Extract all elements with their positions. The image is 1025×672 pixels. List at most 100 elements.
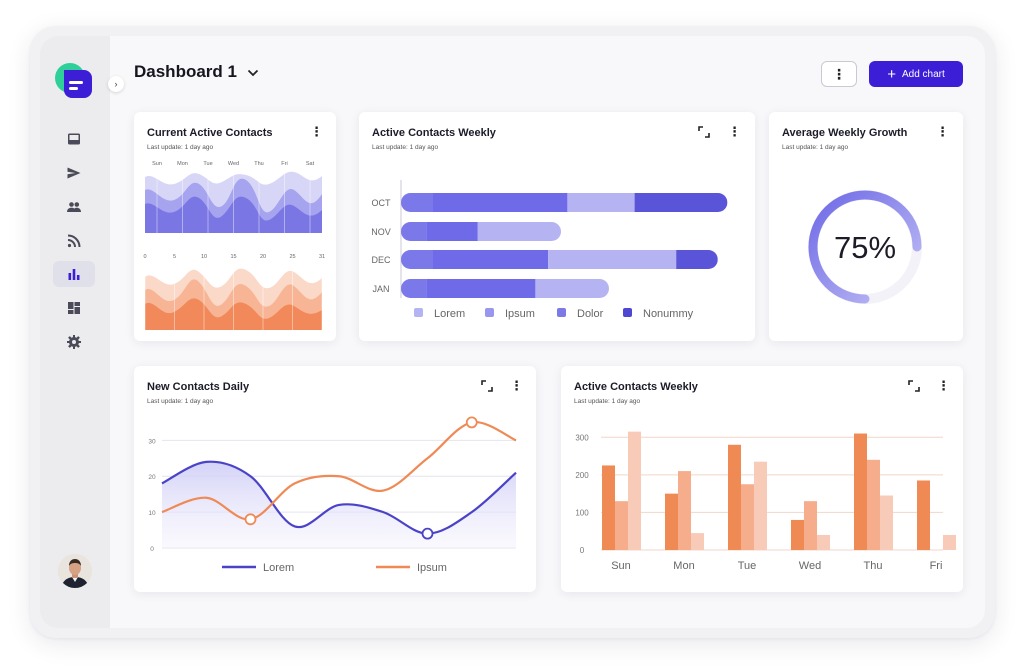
sidebar-item-dashboards[interactable] xyxy=(53,295,95,321)
bar-segment xyxy=(676,250,718,269)
axis-tick-label: Sun xyxy=(152,161,162,167)
bar-segment xyxy=(401,222,427,241)
card-title: Current Active Contacts xyxy=(147,127,273,139)
data-point-marker[interactable] xyxy=(244,513,257,526)
line-chart: 0 10 20 30 Lorem Ipsum xyxy=(148,416,517,574)
more-options-button[interactable]: ⋮ xyxy=(821,61,857,87)
axis-tick-label: Wed xyxy=(228,161,239,167)
column-bar xyxy=(867,459,880,550)
card-title: New Contacts Daily xyxy=(147,381,250,393)
x-tick-label: Sun xyxy=(611,560,631,572)
bar-segment xyxy=(548,250,677,269)
gear-icon xyxy=(67,335,81,349)
legend-swatch xyxy=(485,308,494,317)
sidebar-item-send[interactable] xyxy=(53,160,95,186)
card-new-contacts-daily: New Contacts Daily Last update: 1 day ag… xyxy=(134,366,536,592)
bar-segment xyxy=(567,193,635,212)
axis-tick-label: 20 xyxy=(260,254,266,260)
sidebar-item-analytics[interactable] xyxy=(53,261,95,287)
gauge-value: 75% xyxy=(834,230,896,265)
send-icon xyxy=(67,167,81,179)
card-subtitle: Last update: 1 day ago xyxy=(782,144,849,151)
y-tick-label: 0 xyxy=(150,546,154,553)
card-menu-button[interactable]: ⋮ xyxy=(937,378,950,393)
stacked-bar-chart: OCT NOV DEC JAN Lorem Ipsum Dolor Nonummy xyxy=(371,180,728,320)
x-tick-label: Fri xyxy=(930,560,943,572)
expand-icon[interactable] xyxy=(481,380,493,392)
column-bar xyxy=(880,495,893,550)
bar-segment xyxy=(426,222,478,241)
bar-segment xyxy=(477,222,561,241)
legend-label: Dolor xyxy=(577,308,604,320)
legend-swatch xyxy=(557,308,566,317)
column-bar xyxy=(917,480,930,550)
dashboard-icon xyxy=(68,302,80,314)
sidebar-item-inbox[interactable] xyxy=(53,126,95,152)
main-content: Dashboard 1 ⋮ + Add chart Current Active… xyxy=(110,36,985,628)
gauge-progress-arc xyxy=(808,190,922,304)
card-active-contacts-weekly-bars: Active Contacts Weekly Last update: 1 da… xyxy=(359,112,755,341)
bar-segment xyxy=(401,250,433,269)
category-label: OCT xyxy=(372,198,392,208)
column-bar xyxy=(602,465,615,550)
expand-icon[interactable] xyxy=(908,380,920,392)
sidebar-item-people[interactable] xyxy=(53,194,95,220)
card-menu-button[interactable]: ⋮ xyxy=(510,378,523,393)
sidebar-item-feeds[interactable] xyxy=(53,228,95,254)
column-bar xyxy=(728,444,741,550)
legend-label: Lorem xyxy=(263,562,294,574)
app-window: › xyxy=(30,26,995,638)
column-bar xyxy=(615,501,628,550)
bar-chart-icon xyxy=(68,269,80,280)
x-tick-label: Thu xyxy=(864,560,883,572)
x-tick-label: Mon xyxy=(673,560,694,572)
y-tick-label: 300 xyxy=(575,433,589,442)
axis-tick-label: 25 xyxy=(289,254,295,260)
column-bar xyxy=(817,534,830,550)
axis-tick-label: Tue xyxy=(203,161,212,167)
column-bar xyxy=(754,461,767,550)
user-avatar[interactable] xyxy=(58,554,92,588)
people-icon xyxy=(67,202,81,212)
plus-icon: + xyxy=(887,65,896,83)
column-bar xyxy=(804,501,817,550)
column-bar xyxy=(943,534,956,550)
x-tick-label: Tue xyxy=(738,560,757,572)
card-title: Average Weekly Growth xyxy=(782,127,908,139)
dashboard-selector[interactable]: Dashboard 1 xyxy=(134,62,259,82)
sidebar-item-settings[interactable] xyxy=(53,329,95,355)
legend-label: Lorem xyxy=(434,308,465,320)
y-tick-label: 100 xyxy=(575,508,589,517)
bar-segment xyxy=(401,279,427,298)
page-title: Dashboard 1 xyxy=(134,62,237,81)
card-menu-button[interactable]: ⋮ xyxy=(310,124,323,139)
column-bar xyxy=(628,431,641,550)
legend-label: Ipsum xyxy=(505,308,535,320)
column-bar xyxy=(678,471,691,550)
growth-gauge: 75% xyxy=(808,190,922,304)
bar-segment xyxy=(401,193,433,212)
axis-tick-label: 31 xyxy=(319,254,325,260)
legend-swatch xyxy=(623,308,632,317)
app-logo[interactable] xyxy=(54,62,94,104)
column-bar xyxy=(791,519,804,550)
bar-segment xyxy=(433,193,568,212)
legend-label: Ipsum xyxy=(417,562,447,574)
grouped-column-chart: 0 100 200 300 Sun Mon Tue Wed Thu Fri xyxy=(575,431,956,572)
y-tick-label: 200 xyxy=(575,471,589,480)
series-line xyxy=(161,460,517,535)
y-tick-label: 0 xyxy=(580,546,585,555)
axis-tick-label: Mon xyxy=(177,161,188,167)
card-menu-button[interactable]: ⋮ xyxy=(936,124,949,139)
rss-icon xyxy=(67,234,81,248)
expand-icon[interactable] xyxy=(698,126,710,138)
axis-tick-label: 10 xyxy=(201,254,207,260)
legend-swatch xyxy=(414,308,423,317)
data-point-marker[interactable] xyxy=(465,416,478,429)
chevron-down-icon xyxy=(247,65,259,80)
sidebar-collapse-button[interactable]: › xyxy=(108,76,124,92)
card-menu-button[interactable]: ⋮ xyxy=(728,124,741,139)
add-chart-button[interactable]: + Add chart xyxy=(869,61,963,87)
data-point-marker[interactable] xyxy=(421,527,434,540)
y-tick-label: 30 xyxy=(148,438,156,445)
